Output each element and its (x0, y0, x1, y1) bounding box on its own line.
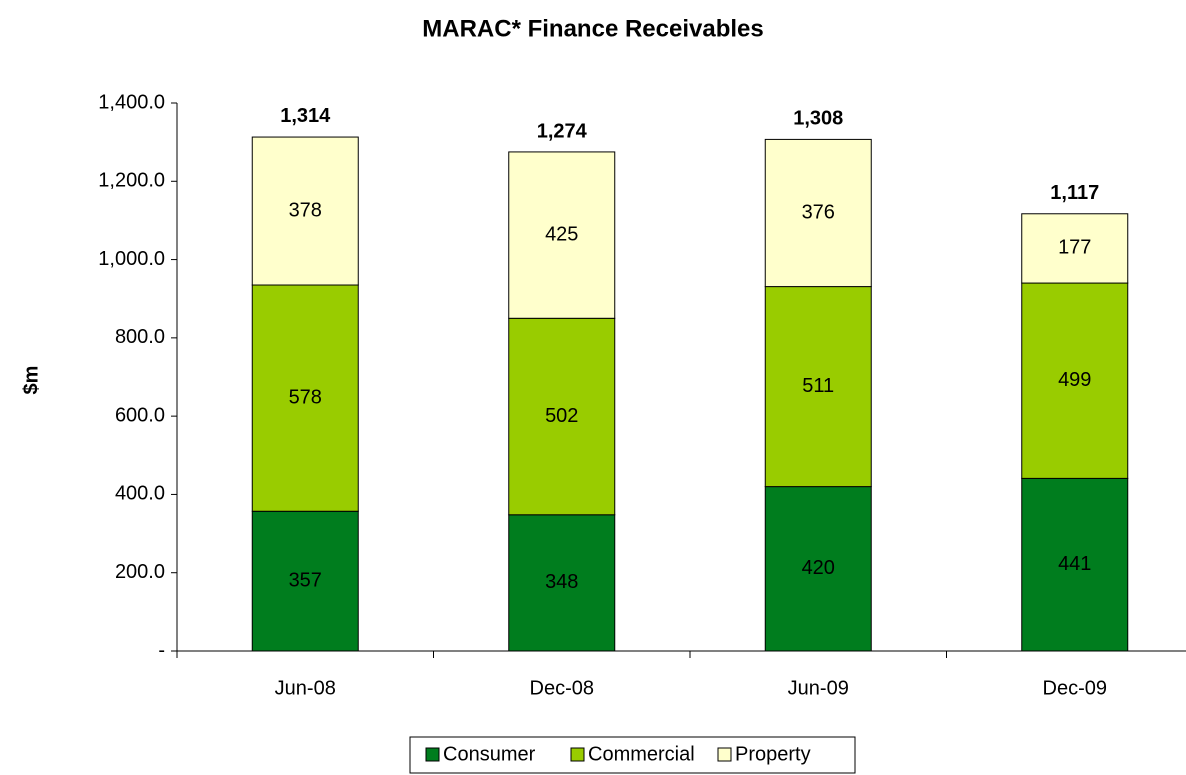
legend-label: Property (735, 743, 811, 765)
y-tick-label: 600.0 (115, 404, 165, 426)
data-label: 499 (1058, 369, 1091, 391)
legend-box (409, 736, 856, 774)
chart-title: MARAC* Finance Receivables (422, 15, 763, 42)
bar-segment (251, 136, 359, 286)
legend-swatch (570, 747, 585, 762)
y-tick-label: 1,000.0 (98, 248, 165, 270)
x-tick-label: Dec-09 (1043, 677, 1107, 699)
data-label: 425 (545, 223, 578, 245)
bar-segment (251, 510, 359, 652)
legend-label: Consumer (443, 743, 536, 765)
bar-segment (764, 286, 872, 488)
total-label: 1,308 (793, 107, 843, 129)
bar-segment (508, 151, 616, 319)
data-label: 357 (289, 569, 322, 591)
y-tick-label: 400.0 (115, 483, 165, 505)
x-tick-label: Jun-08 (275, 677, 336, 699)
data-label: 511 (802, 375, 834, 397)
bar-segment (251, 284, 359, 512)
total-label: 1,274 (537, 121, 588, 143)
bar-segment (508, 514, 616, 652)
y-tick-label: 1,400.0 (98, 91, 165, 113)
y-tick-label: - (158, 639, 165, 661)
x-tick-label: Jun-09 (788, 677, 849, 699)
data-label: 177 (1058, 237, 1091, 259)
data-label: 502 (545, 405, 578, 427)
y-tick-label: 200.0 (115, 561, 165, 583)
data-label: 378 (289, 199, 322, 221)
bar-segment (1021, 213, 1129, 284)
legend-swatch (717, 747, 732, 762)
total-label: 1,117 (1050, 182, 1099, 204)
legend-label: Commercial (588, 743, 695, 765)
bar-segment (1021, 282, 1129, 479)
data-label: 348 (545, 571, 578, 593)
data-label: 441 (1058, 553, 1091, 575)
y-tick-label: 1,200.0 (98, 170, 165, 192)
data-label: 376 (802, 201, 835, 223)
bar-segment (764, 486, 872, 652)
data-label: 420 (802, 557, 835, 579)
total-label: 1,314 (280, 105, 331, 127)
y-tick-label: 800.0 (115, 326, 165, 348)
bar-segment (764, 138, 872, 288)
bar-segment (508, 317, 616, 516)
legend-swatch (425, 747, 440, 762)
y-axis-label: $m (20, 366, 42, 395)
x-tick-label: Dec-08 (530, 677, 594, 699)
data-label: 578 (289, 386, 322, 408)
bar-segment (1021, 477, 1129, 652)
